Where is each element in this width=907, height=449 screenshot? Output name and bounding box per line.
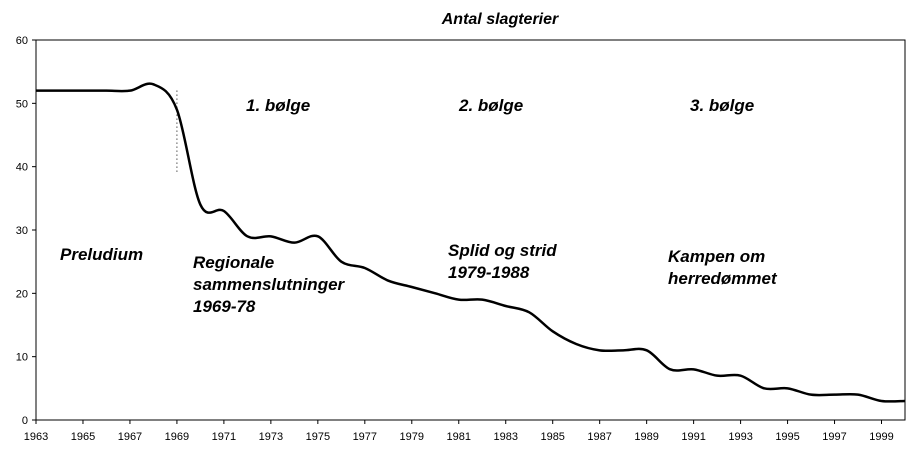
y-tick-label: 0 (22, 415, 28, 427)
annotation: Splid og strid (448, 241, 557, 260)
x-tick-label: 1997 (822, 431, 846, 443)
annotation: 1. bølge (246, 96, 310, 115)
x-tick-label: 1999 (869, 431, 893, 443)
annotation: 2. bølge (458, 96, 523, 115)
x-tick-label: 1979 (400, 431, 424, 443)
x-tick-label: 1965 (71, 431, 95, 443)
x-tick-label: 1971 (212, 431, 236, 443)
annotation: Preludium (60, 245, 143, 264)
y-tick-label: 10 (16, 352, 28, 364)
annotation: 1969-78 (193, 297, 256, 316)
x-tick-label: 1975 (306, 431, 330, 443)
x-tick-label: 1981 (447, 431, 471, 443)
annotation: 3. bølge (690, 96, 754, 115)
x-tick-label: 1991 (681, 431, 705, 443)
annotation: sammenslutninger (193, 275, 346, 294)
chart-title: Antal slagterier (441, 11, 559, 28)
x-tick-label: 1973 (259, 431, 283, 443)
x-tick-label: 1985 (540, 431, 564, 443)
x-tick-label: 1993 (728, 431, 752, 443)
y-tick-label: 50 (16, 98, 28, 110)
annotation: 1979-1988 (448, 263, 530, 282)
x-tick-label: 1983 (493, 431, 517, 443)
x-tick-label: 1967 (118, 431, 142, 443)
y-tick-label: 60 (16, 35, 28, 47)
annotation: Kampen om (668, 247, 765, 266)
x-tick-label: 1987 (587, 431, 611, 443)
annotation: herredømmet (668, 269, 778, 288)
x-tick-label: 1989 (634, 431, 658, 443)
x-tick-label: 1963 (24, 431, 48, 443)
y-tick-label: 20 (16, 288, 28, 300)
x-tick-label: 1995 (775, 431, 799, 443)
x-tick-label: 1969 (165, 431, 189, 443)
annotation: Regionale (193, 253, 274, 272)
y-tick-label: 30 (16, 225, 28, 237)
y-tick-label: 40 (16, 162, 28, 174)
x-tick-label: 1977 (353, 431, 377, 443)
data-line (36, 82, 906, 403)
